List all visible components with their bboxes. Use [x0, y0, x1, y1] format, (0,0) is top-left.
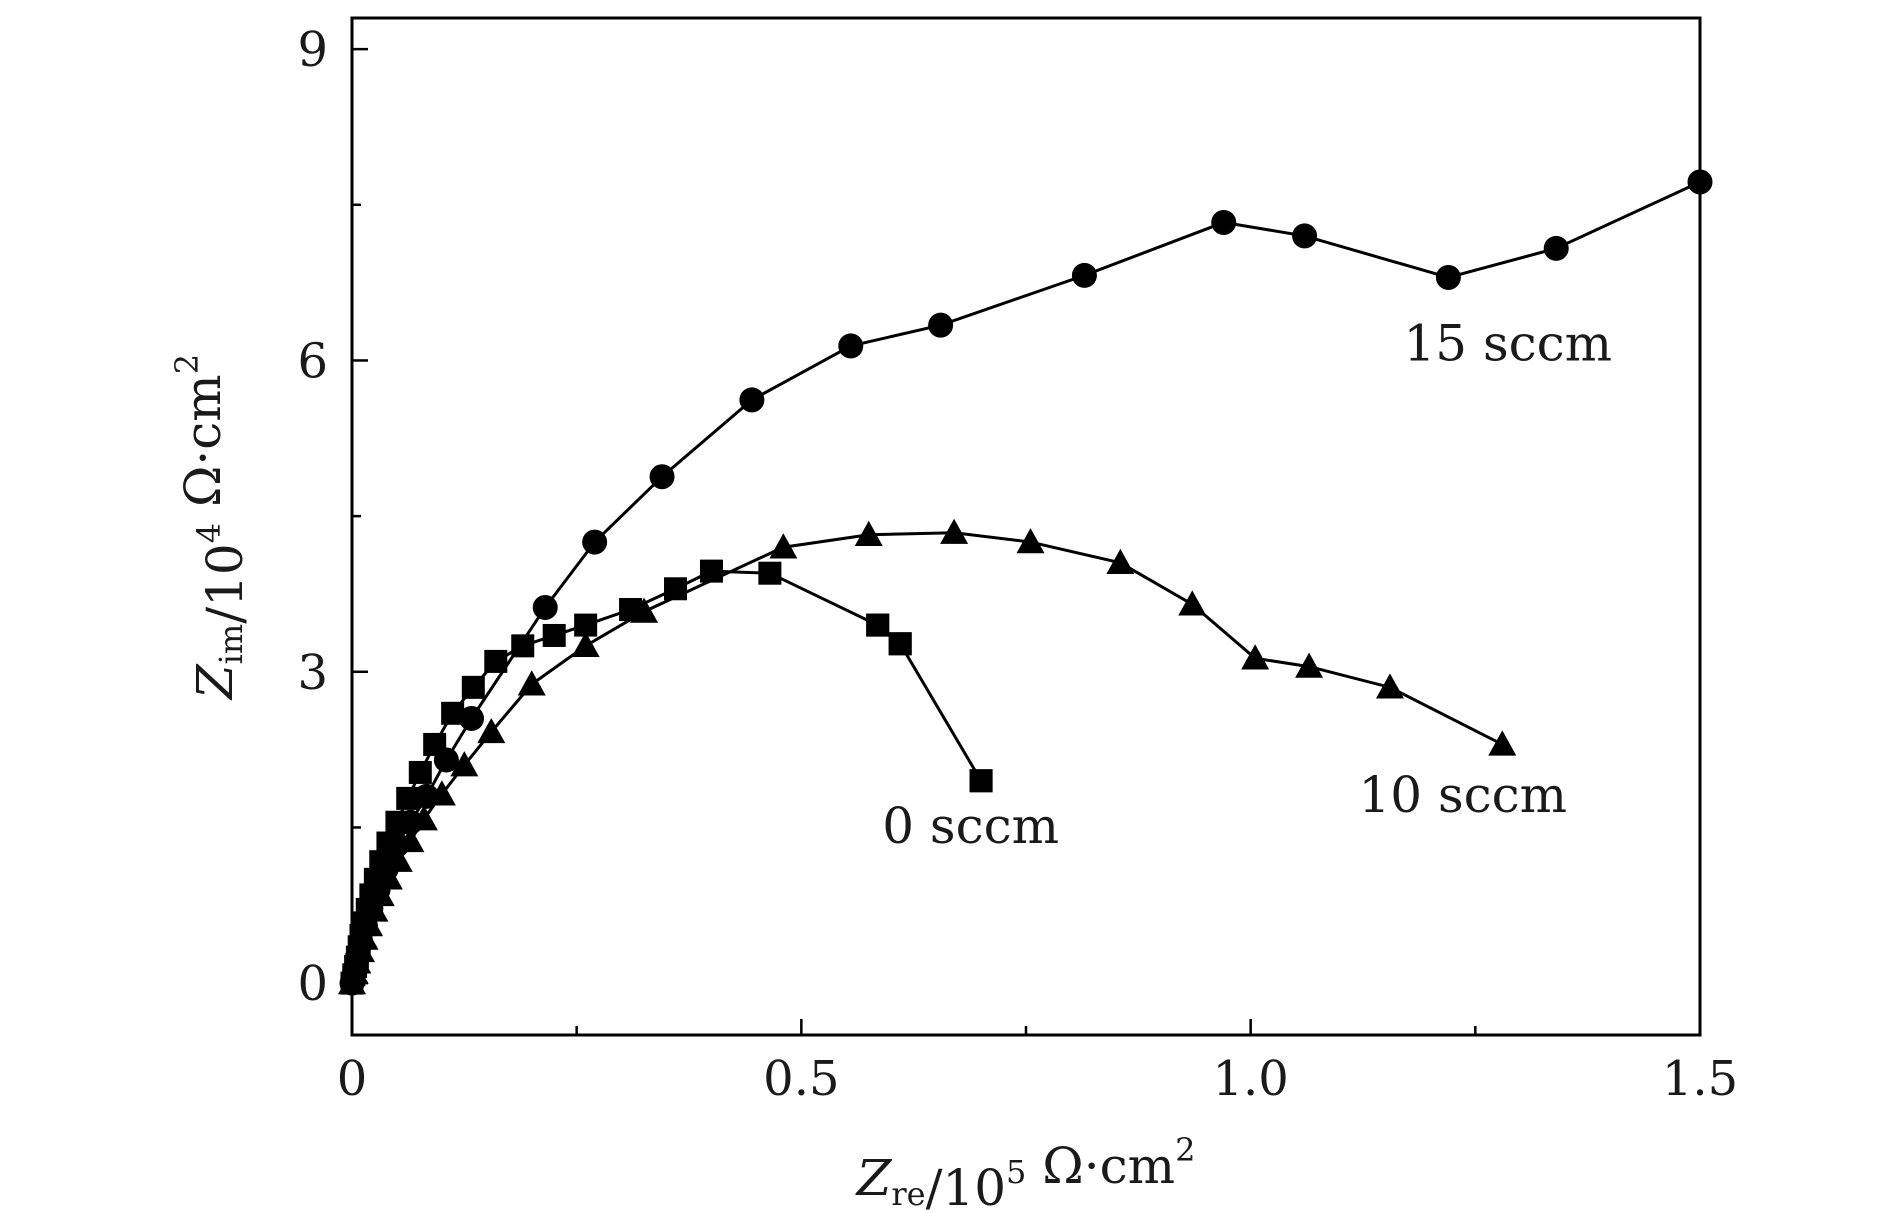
marker-square-0-sccm: [866, 613, 890, 637]
marker-circle-15-sccm: [1687, 169, 1713, 195]
annotation-layer: 0 sccm 10 sccm 15 sccm: [882, 314, 1612, 855]
marker-triangle-10-sccm: [1241, 644, 1270, 670]
marker-circle-15-sccm: [532, 594, 558, 620]
marker-circle-15-sccm: [365, 877, 391, 903]
marker-circle-15-sccm: [384, 832, 410, 858]
x-tick-label: 1.5: [1662, 1051, 1738, 1107]
marker-triangle-10-sccm: [1375, 673, 1404, 699]
y-tick-label: 0: [297, 956, 328, 1012]
marker-circle-15-sccm: [1543, 235, 1569, 261]
marker-triangle-10-sccm: [1488, 730, 1517, 756]
marker-square-0-sccm: [441, 701, 465, 725]
marker-square-0-sccm: [396, 786, 420, 810]
marker-circle-15-sccm: [582, 529, 608, 555]
series-layer: [338, 169, 1713, 996]
x-tick-label: 1.0: [1212, 1051, 1288, 1107]
marker-circle-15-sccm: [928, 312, 954, 338]
y-tick-label: 3: [297, 645, 328, 701]
y-tick-label: 9: [297, 22, 328, 78]
marker-triangle-10-sccm: [769, 533, 798, 559]
axes: 0 0.5 1.0 1.5 0 3 6 9: [297, 16, 1738, 1107]
marker-circle-15-sccm: [459, 705, 485, 731]
marker-square-0-sccm: [461, 675, 485, 699]
x-axis-label: Zre/105 Ω·cm2: [855, 1131, 1196, 1213]
marker-triangle-10-sccm: [1295, 652, 1324, 678]
marker-triangle-10-sccm: [1178, 590, 1207, 616]
marker-triangle-10-sccm: [854, 520, 883, 547]
marker-triangle-10-sccm: [450, 751, 479, 777]
marker-circle-15-sccm: [1435, 264, 1461, 290]
marker-circle-15-sccm: [1071, 262, 1097, 288]
series-label-10-sccm: 10 sccm: [1359, 766, 1568, 824]
y-axis-label: Zim/104 Ω·cm2: [168, 354, 254, 701]
marker-circle-15-sccm: [1292, 223, 1318, 249]
series-line-15-sccm: [350, 180, 1701, 984]
series-label-15-sccm: 15 sccm: [1403, 314, 1612, 372]
marker-square-0-sccm: [758, 561, 782, 585]
x-tick-label: 0: [337, 1051, 368, 1107]
series-label-0-sccm: 0 sccm: [882, 797, 1059, 855]
marker-square-0-sccm: [408, 760, 432, 784]
marker-square-0-sccm: [542, 623, 566, 647]
x-tick-label: 0.5: [763, 1051, 839, 1107]
marker-square-0-sccm: [888, 632, 912, 656]
marker-square-0-sccm: [574, 613, 598, 637]
y-tick-label: 6: [297, 333, 328, 389]
marker-circle-15-sccm: [433, 747, 459, 773]
marker-triangle-10-sccm: [1016, 528, 1045, 554]
marker-square-0-sccm: [969, 769, 993, 793]
marker-circle-15-sccm: [373, 856, 399, 882]
marker-triangle-10-sccm: [1106, 548, 1135, 575]
marker-triangle-10-sccm: [517, 670, 546, 696]
marker-square-0-sccm: [484, 649, 508, 673]
marker-triangle-10-sccm: [630, 597, 659, 623]
series-line-10-sccm: [350, 531, 1503, 984]
marker-triangle-10-sccm: [571, 631, 600, 658]
marker-triangle-10-sccm: [940, 518, 969, 544]
marker-circle-15-sccm: [649, 464, 675, 490]
marker-circle-15-sccm: [397, 809, 423, 835]
marker-circle-15-sccm: [739, 387, 765, 413]
marker-circle-15-sccm: [414, 783, 440, 809]
marker-circle-15-sccm: [1211, 209, 1237, 235]
plot-frame: [350, 16, 1702, 1037]
marker-circle-15-sccm: [838, 333, 864, 359]
marker-triangle-10-sccm: [477, 717, 506, 744]
